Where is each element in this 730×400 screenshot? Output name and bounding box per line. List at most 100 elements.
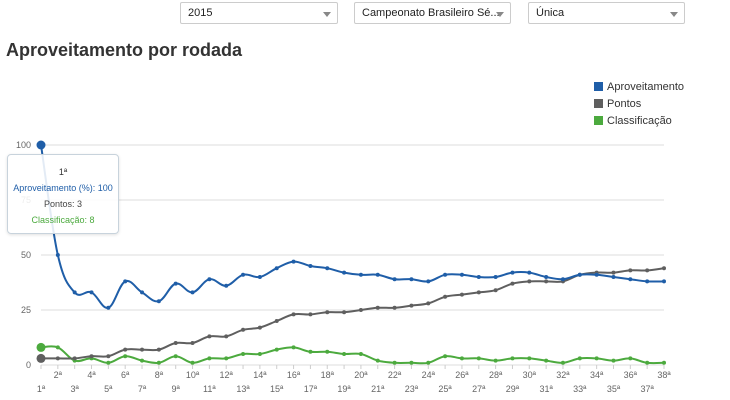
data-point-pontos (476, 290, 481, 295)
x-tick-label: 21ª (371, 384, 385, 394)
data-point-aproveitamento (560, 277, 565, 282)
x-tick-label: 34ª (590, 370, 604, 380)
phase-select[interactable]: Única (528, 2, 685, 24)
legend-swatch-pontos (594, 99, 603, 108)
x-tick-label: 38ª (657, 370, 671, 380)
legend-swatch-aproveitamento (594, 82, 603, 91)
legend-item-aproveitamento[interactable]: Aproveitamento (594, 78, 684, 95)
y-tick-label: 0 (26, 360, 31, 370)
x-tick-label: 5ª (104, 384, 113, 394)
data-point-aproveitamento (342, 270, 347, 275)
data-point-classificacao (443, 354, 448, 359)
legend-swatch-classificacao (594, 116, 603, 125)
data-point-aproveitamento (140, 290, 145, 295)
data-point-pontos (426, 301, 431, 306)
data-point-aproveitamento (55, 253, 60, 257)
data-point-classificacao (577, 356, 582, 361)
x-tick-label: 13ª (236, 384, 250, 394)
data-point-classificacao (140, 358, 145, 363)
data-point-aproveitamento (476, 275, 481, 279)
data-point-aproveitamento (36, 140, 46, 150)
data-point-aproveitamento (224, 283, 229, 288)
legend-item-classificacao[interactable]: Classificação (594, 112, 684, 129)
x-tick-label: 3ª (71, 384, 80, 394)
x-tick-label: 4ª (87, 370, 96, 380)
data-point-classificacao (493, 358, 498, 363)
x-tick-label: 8ª (155, 370, 164, 380)
data-point-pontos (459, 292, 464, 297)
data-point-aproveitamento (628, 277, 633, 282)
x-tick-label: 31ª (539, 384, 553, 394)
data-point-aproveitamento (173, 281, 178, 286)
x-tick-label: 28ª (489, 370, 503, 380)
legend-item-pontos[interactable]: Pontos (594, 95, 684, 112)
data-point-classificacao (241, 352, 246, 356)
data-point-pontos (325, 310, 330, 315)
data-point-classificacao (342, 352, 347, 356)
x-tick-label: 15ª (270, 384, 284, 394)
phase-select-value: Única (536, 7, 565, 19)
data-point-pontos (274, 319, 279, 323)
data-point-aproveitamento (544, 275, 549, 279)
data-point-classificacao (459, 356, 464, 361)
data-point-classificacao (628, 356, 633, 361)
data-point-pontos (291, 312, 296, 317)
x-tick-label: 32ª (556, 370, 570, 380)
data-point-classificacao (510, 356, 515, 361)
data-point-pontos (308, 312, 313, 317)
data-point-classificacao (426, 360, 431, 365)
data-point-classificacao (662, 360, 666, 365)
x-tick-label: 27ª (472, 384, 486, 394)
x-tick-label: 1ª (37, 384, 46, 394)
data-point-classificacao (224, 356, 229, 361)
data-point-pontos (611, 270, 616, 275)
data-point-aproveitamento (257, 275, 262, 279)
data-point-classificacao (291, 345, 296, 350)
data-point-pontos (409, 303, 414, 308)
data-point-classificacao (527, 356, 532, 361)
data-point-aproveitamento (662, 279, 666, 284)
year-select[interactable]: 2015 (180, 2, 338, 24)
data-point-aproveitamento (89, 290, 94, 295)
x-tick-label: 19ª (337, 384, 351, 394)
chart-tooltip: 1ª Aproveitamento (%): 100 Pontos: 3 Cla… (7, 154, 119, 234)
data-point-pontos (645, 268, 650, 273)
x-tick-label: 11ª (203, 384, 216, 394)
data-point-classificacao (156, 360, 161, 365)
x-tick-label: 25ª (438, 384, 452, 394)
data-point-aproveitamento (274, 266, 279, 271)
competition-select[interactable]: Campeonato Brasileiro Sé... (354, 2, 511, 24)
data-point-pontos (123, 347, 128, 352)
x-tick-label: 23ª (405, 384, 419, 394)
x-tick-label: 16ª (287, 370, 301, 380)
tooltip-classificacao: Classificação: 8 (31, 215, 95, 225)
legend-label-pontos: Pontos (607, 97, 642, 110)
data-point-aproveitamento (493, 275, 498, 279)
data-point-aproveitamento (527, 270, 532, 275)
y-tick-label: 50 (21, 250, 31, 260)
data-point-aproveitamento (325, 266, 330, 271)
chevron-down-icon (323, 12, 331, 17)
x-tick-label: 7ª (138, 384, 147, 394)
data-point-classificacao (190, 360, 195, 365)
data-point-classificacao (560, 360, 565, 365)
x-tick-label: 10ª (186, 370, 200, 380)
data-point-pontos (140, 347, 145, 352)
x-tick-label: 2ª (54, 370, 63, 380)
competition-select-value: Campeonato Brasileiro Sé... (362, 7, 500, 19)
data-point-aproveitamento (510, 270, 515, 275)
x-tick-label: 22ª (388, 370, 402, 380)
data-point-pontos (106, 354, 111, 359)
data-point-aproveitamento (123, 279, 128, 284)
y-tick-label: 25 (21, 305, 31, 315)
data-point-classificacao (375, 358, 380, 363)
data-point-aproveitamento (392, 277, 397, 282)
x-tick-label: 37ª (640, 384, 654, 394)
chevron-down-icon (496, 12, 504, 17)
chart-legend: Aproveitamento Pontos Classificação (594, 78, 684, 129)
data-point-classificacao (274, 347, 279, 352)
data-point-aproveitamento (241, 272, 246, 277)
data-point-classificacao (207, 356, 212, 361)
data-point-aproveitamento (426, 279, 431, 284)
data-point-pontos (493, 288, 498, 293)
